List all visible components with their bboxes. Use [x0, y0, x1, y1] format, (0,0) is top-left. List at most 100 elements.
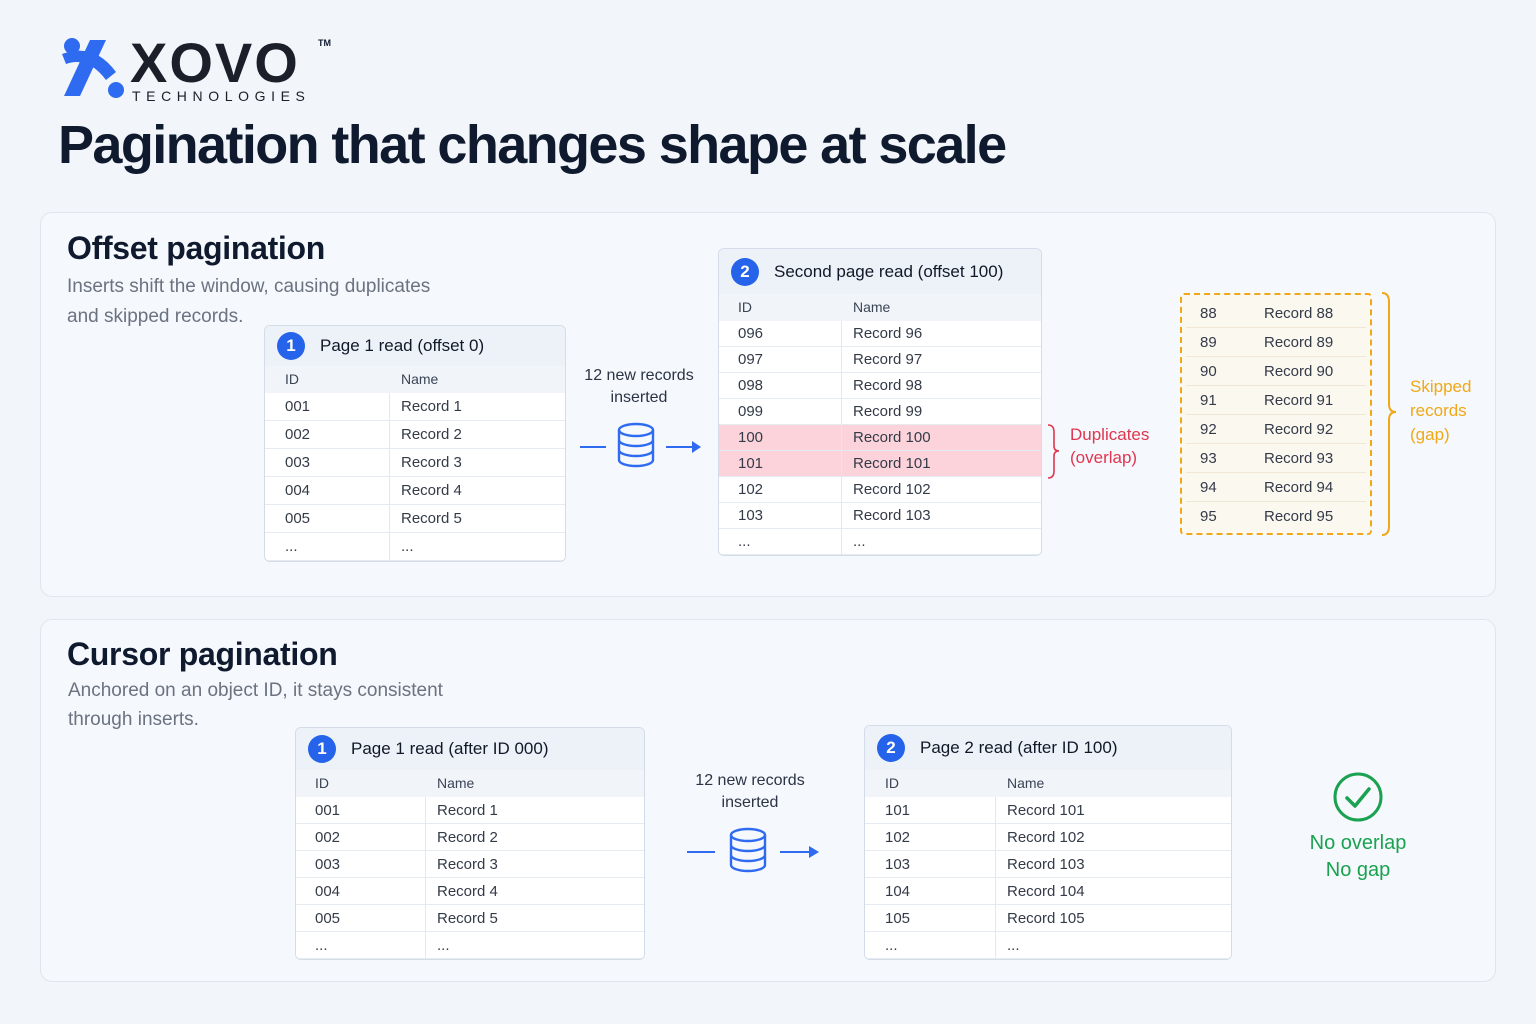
row-divider	[841, 425, 842, 451]
step-badge: 1	[308, 735, 336, 763]
logo-mark	[62, 38, 124, 98]
insert-label: inserted	[721, 794, 779, 811]
cell-name: Record 5	[401, 510, 462, 527]
table-row: 105 Record 105	[865, 905, 1231, 932]
skipped-row: 89 Record 89	[1186, 328, 1366, 357]
table-row: ......	[265, 533, 565, 561]
column-header-row: ID Name	[719, 294, 1041, 322]
cell-name: ...	[1007, 937, 1020, 954]
duplicates-bracket	[1047, 424, 1060, 479]
cell-id: 102	[885, 829, 911, 846]
cell-name: Record 101	[1007, 802, 1085, 819]
result-label: No overlap	[1309, 832, 1407, 854]
column-header: Name	[1007, 775, 1045, 791]
cell-id: 001	[315, 802, 341, 819]
section-title: Offset pagination	[67, 230, 326, 266]
cell-id: 92	[1200, 421, 1217, 438]
result-label: No gap	[1325, 859, 1391, 881]
skipped-row: 91 Record 91	[1186, 386, 1366, 415]
table-row: 003 Record 3	[265, 449, 565, 477]
row-divider	[425, 878, 426, 905]
skipped-row: 88 Record 88	[1186, 299, 1366, 328]
insert-flow	[580, 422, 701, 468]
table-row: 005 Record 5	[296, 905, 644, 932]
logo-tagline: TECHNOLOGIES	[132, 88, 311, 104]
cell-name: Record 102	[1007, 829, 1085, 846]
cell-id: 88	[1200, 305, 1217, 322]
skipped-bracket	[1381, 292, 1397, 536]
row-divider	[389, 477, 390, 505]
table-row: 098 Record 98	[719, 373, 1041, 399]
cell-id: 005	[315, 910, 341, 927]
table-title: Page 1 read (offset 0)	[320, 336, 485, 355]
table-header: 1 Page 1 read (offset 0)	[265, 326, 565, 367]
cell-name: Record 91	[1264, 392, 1334, 409]
cell-id: 89	[1200, 334, 1217, 351]
row-divider	[425, 824, 426, 851]
step-badge: 2	[731, 257, 759, 286]
table-row: 001 Record 1	[296, 797, 644, 824]
cell-name: Record 2	[401, 426, 462, 443]
table-row: 005 Record 5	[265, 505, 565, 533]
cell-id: 91	[1200, 392, 1217, 409]
table-row: 004 Record 4	[265, 477, 565, 505]
cell-id: 003	[315, 856, 341, 873]
table-row: ......	[296, 932, 644, 959]
column-header: Name	[853, 299, 891, 315]
section-subtitle: and skipped records.	[67, 306, 244, 327]
cell-id: 101	[738, 455, 764, 472]
row-divider	[425, 932, 426, 959]
cell-id: ...	[285, 538, 298, 555]
cell-name: Record 3	[437, 856, 498, 873]
table-header: 2 Second page read (offset 100)	[719, 249, 1041, 295]
insert-label: 12 new records	[695, 772, 805, 789]
table-row: 103 Record 103	[719, 503, 1041, 529]
cell-id: 001	[285, 398, 311, 415]
cell-id: 105	[885, 910, 911, 927]
row-divider	[995, 932, 996, 959]
cell-name: Record 1	[401, 398, 462, 415]
table: 2 Page 2 read (after ID 100) ID Name 101 Reco…	[864, 725, 1232, 960]
skipped-row: 90 Record 90	[1186, 357, 1366, 386]
table-row: 102 Record 102	[865, 824, 1231, 851]
table-row: 099 Record 99	[719, 399, 1041, 425]
cell-name: Record 4	[401, 482, 462, 499]
insert-label: 12 new records	[584, 367, 694, 384]
table-title: Page 2 read (after ID 100)	[920, 738, 1118, 757]
table: 2 Second page read (offset 100) ID Name 096 R…	[718, 248, 1042, 556]
cell-id: 003	[285, 454, 311, 471]
duplicates-label: (overlap)	[1070, 448, 1138, 467]
row-divider	[389, 393, 390, 421]
row-divider	[995, 878, 996, 905]
table-row: ......	[865, 932, 1231, 959]
cell-name: Record 103	[853, 507, 931, 524]
step-badge: 2	[877, 734, 905, 762]
column-header: Name	[401, 371, 439, 387]
cell-id: 099	[738, 403, 764, 420]
table-row: 096 Record 96	[719, 321, 1041, 347]
cell-name: Record 2	[437, 829, 498, 846]
column-header: Name	[437, 775, 475, 791]
row-divider	[841, 503, 842, 529]
cell-name: Record 96	[853, 325, 923, 342]
row-divider	[841, 321, 842, 347]
page-title: Pagination that changes shape at scale	[58, 115, 1007, 175]
insert-label: inserted	[610, 389, 668, 406]
section-title: Cursor pagination	[67, 636, 338, 672]
row-divider	[841, 399, 842, 425]
skipped-row: 92 Record 92	[1186, 415, 1366, 444]
cursor-card	[40, 619, 1496, 982]
cell-id: ...	[315, 937, 328, 954]
table-header: 2 Page 2 read (after ID 100)	[865, 726, 1231, 771]
column-header: ID	[285, 371, 299, 387]
row-divider	[841, 373, 842, 399]
check-icon	[1333, 772, 1383, 822]
logo-trademark: TM	[318, 38, 331, 48]
step-badge: 1	[277, 332, 305, 360]
column-header: ID	[738, 299, 752, 315]
table-title: Page 1 read (after ID 000)	[351, 739, 549, 758]
column-header: ID	[315, 775, 329, 791]
cell-name: ...	[401, 538, 414, 555]
cell-name: Record 1	[437, 802, 498, 819]
cell-id: 004	[285, 482, 311, 499]
